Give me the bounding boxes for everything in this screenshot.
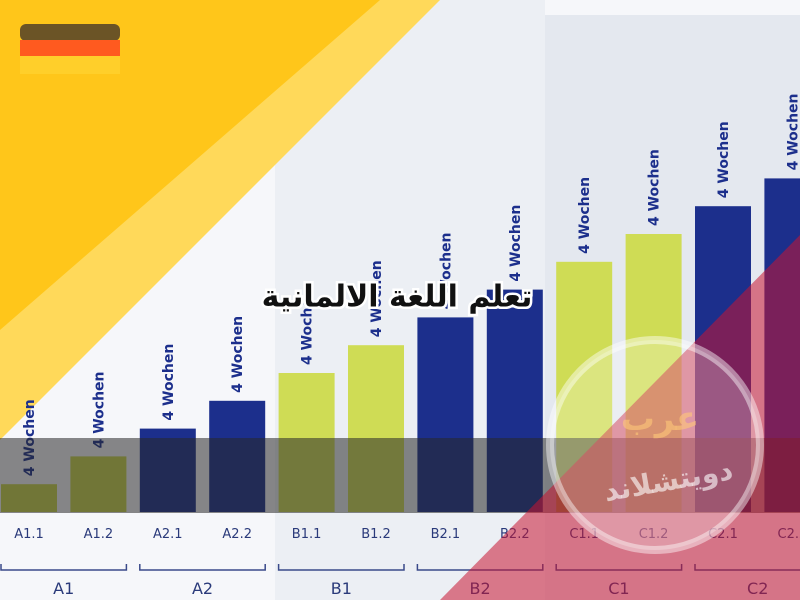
x-tick-label: B2.1: [431, 527, 461, 542]
x-tick-label: B1.1: [292, 527, 322, 542]
flag-stripe: [20, 40, 120, 57]
bar-label: 4 Wochen: [647, 149, 663, 226]
bar-label: 4 Wochen: [785, 93, 800, 170]
group-bracket: [277, 564, 405, 571]
watermark-text: عرب: [621, 399, 700, 439]
x-tick-label: A2.2: [222, 527, 252, 542]
group-label: A2: [192, 579, 213, 598]
bar-label: 4 Wochen: [577, 177, 593, 254]
x-tick-label: A1.1: [14, 527, 44, 542]
group-label: A1: [53, 579, 74, 598]
red-diagonal: [440, 235, 800, 600]
bar-label: 4 Wochen: [161, 344, 177, 421]
group-bracket: [139, 564, 266, 571]
watermark-circle: [546, 336, 764, 554]
bar-label: 4 Wochen: [508, 205, 524, 282]
title: تعلم اللغة الالمانية: [262, 280, 533, 315]
yellow-diagonal: [0, 0, 380, 330]
bar-label: 4 Wochen: [438, 232, 454, 309]
flag: [20, 24, 120, 74]
bar-label: 4 Wochen: [716, 121, 732, 198]
group-bracket: [0, 564, 128, 571]
x-tick-label: B1.2: [361, 527, 391, 542]
bar-label: 4 Wochen: [369, 260, 385, 337]
x-tick-label: A2.1: [153, 527, 183, 542]
group-label: B1: [331, 579, 352, 598]
bar-label: 4 Wochen: [91, 371, 107, 448]
flag-stripe: [20, 56, 120, 74]
flag-stripe: [20, 24, 120, 41]
x-tick-label: A1.2: [84, 527, 114, 542]
bar-label: 4 Wochen: [230, 316, 246, 393]
bar-label: 4 Wochen: [300, 288, 316, 365]
